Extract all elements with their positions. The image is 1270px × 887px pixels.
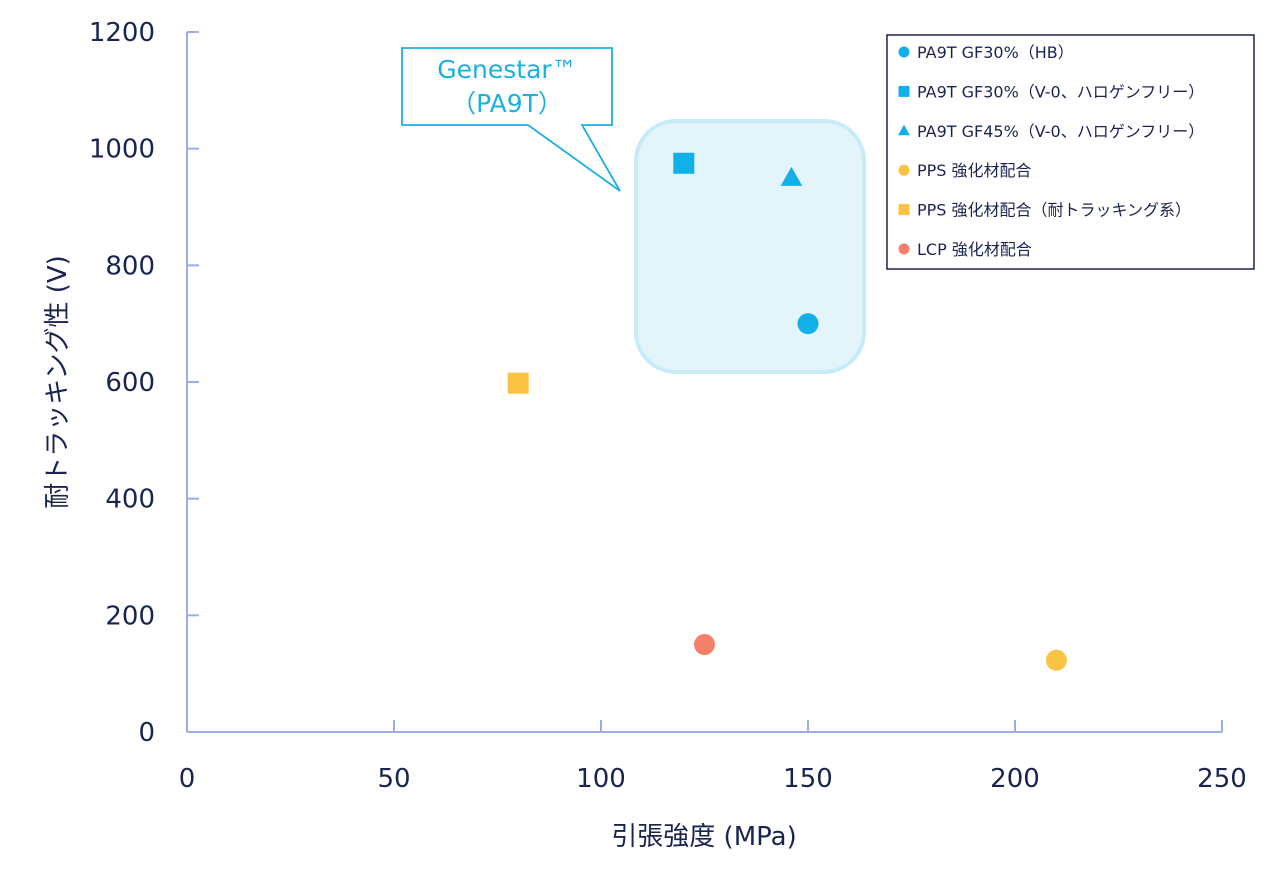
legend: PA9T GF30%（HB） PA9T GF30%（V-0、ハロゲンフリー） PA9… bbox=[886, 34, 1255, 270]
callout-subtitle: （PA9T） bbox=[451, 89, 563, 118]
genestar-highlight bbox=[634, 119, 866, 374]
callout-title: Genestar™ bbox=[437, 55, 576, 84]
data-point-2 bbox=[673, 152, 695, 174]
legend-label: LCP 強化材配合 bbox=[917, 240, 1032, 259]
data-point-1 bbox=[797, 313, 819, 335]
data-point-6 bbox=[694, 634, 715, 655]
legend-marker bbox=[898, 124, 910, 136]
callout-box bbox=[401, 47, 621, 192]
legend-box bbox=[886, 34, 1255, 270]
legend-marker bbox=[898, 243, 910, 255]
y-tick-label: 400 bbox=[105, 485, 155, 515]
legend-marker bbox=[898, 164, 910, 176]
genestar-callout: Genestar™ （PA9T） bbox=[401, 47, 621, 192]
legend-label: PA9T GF45%（V-0、ハロゲンフリー） bbox=[917, 122, 1204, 141]
legend-marker bbox=[898, 85, 910, 97]
legend-label: PA9T GF30%（V-0、ハロゲンフリー） bbox=[917, 82, 1204, 101]
data-point-3 bbox=[780, 166, 803, 186]
data-points bbox=[507, 152, 1067, 671]
genestar-highlight-box bbox=[634, 119, 866, 374]
legend-marker bbox=[898, 46, 910, 58]
legend-label: PPS 強化材配合（耐トラッキング系） bbox=[917, 201, 1191, 220]
data-point-4 bbox=[1045, 649, 1067, 671]
x-tick-label: 250 bbox=[1197, 764, 1247, 794]
y-tick-label: 1000 bbox=[89, 135, 155, 165]
x-tick-label: 50 bbox=[377, 764, 410, 794]
y-tick-label: 800 bbox=[105, 251, 155, 281]
y-tick-label: 200 bbox=[105, 601, 155, 631]
y-tick-label: 0 bbox=[138, 718, 155, 748]
x-axis-title: 引張強度 (MPa) bbox=[611, 822, 796, 852]
y-tick-label: 600 bbox=[105, 368, 155, 398]
y-tick-label: 1200 bbox=[89, 18, 155, 48]
data-point-5 bbox=[507, 372, 529, 394]
x-tick-label: 200 bbox=[990, 764, 1040, 794]
legend-label: PA9T GF30%（HB） bbox=[917, 43, 1074, 62]
axes: 0 200 400 600 800 1000 1200 0 50 100 150 200 250 引張強度… bbox=[43, 18, 1247, 852]
legend-marker bbox=[898, 204, 910, 216]
x-tick-label: 100 bbox=[576, 764, 626, 794]
x-tick-label: 0 bbox=[179, 764, 196, 794]
x-tick-label: 150 bbox=[783, 764, 833, 794]
y-axis-title: 耐トラッキング性 (V) bbox=[43, 255, 73, 509]
legend-label: PPS 強化材配合 bbox=[917, 161, 1032, 180]
